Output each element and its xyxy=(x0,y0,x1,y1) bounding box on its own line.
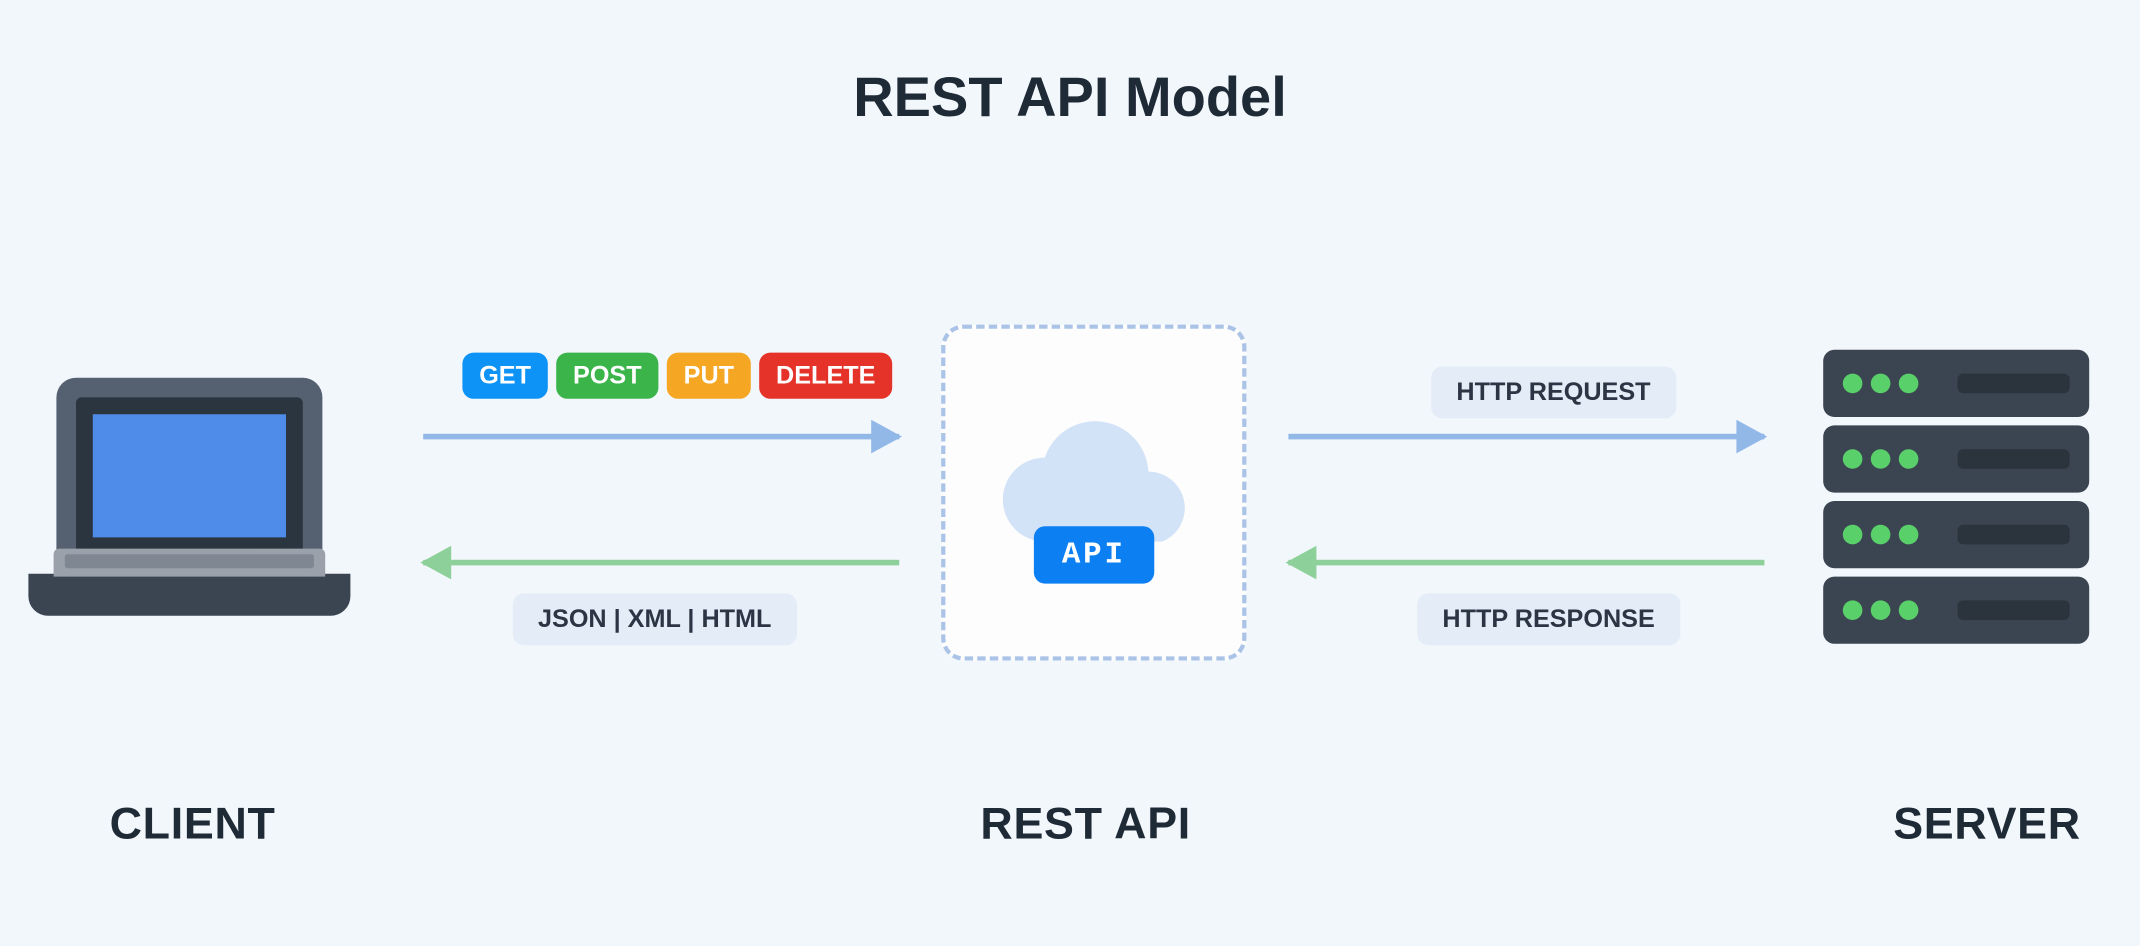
server-label: SERVER xyxy=(1893,798,2081,850)
diagram: REST API Model CLIENT API REST API SERVE… xyxy=(0,0,2139,946)
method-post: POST xyxy=(556,353,658,399)
api-label: REST API xyxy=(980,798,1191,850)
http-request-label: HTTP REQUEST xyxy=(1431,367,1676,419)
api-badge: API xyxy=(1034,526,1154,583)
arrow-api-to-server xyxy=(1288,434,1764,440)
server-icon xyxy=(1823,350,2089,652)
api-box: API xyxy=(941,325,1246,661)
client-label: CLIENT xyxy=(110,798,276,850)
client-icon xyxy=(56,378,378,616)
http-response-label: HTTP RESPONSE xyxy=(1417,593,1680,645)
method-put: PUT xyxy=(667,353,751,399)
arrow-client-to-api xyxy=(423,434,899,440)
cloud-icon: API xyxy=(982,416,1206,570)
method-delete: DELETE xyxy=(759,353,892,399)
arrow-server-to-api xyxy=(1288,560,1764,566)
page-title: REST API Model xyxy=(0,67,2139,130)
arrow-api-to-client xyxy=(423,560,899,566)
formats-label: JSON | XML | HTML xyxy=(513,593,797,645)
method-get: GET xyxy=(462,353,547,399)
http-methods: GET POST PUT DELETE xyxy=(462,353,892,399)
